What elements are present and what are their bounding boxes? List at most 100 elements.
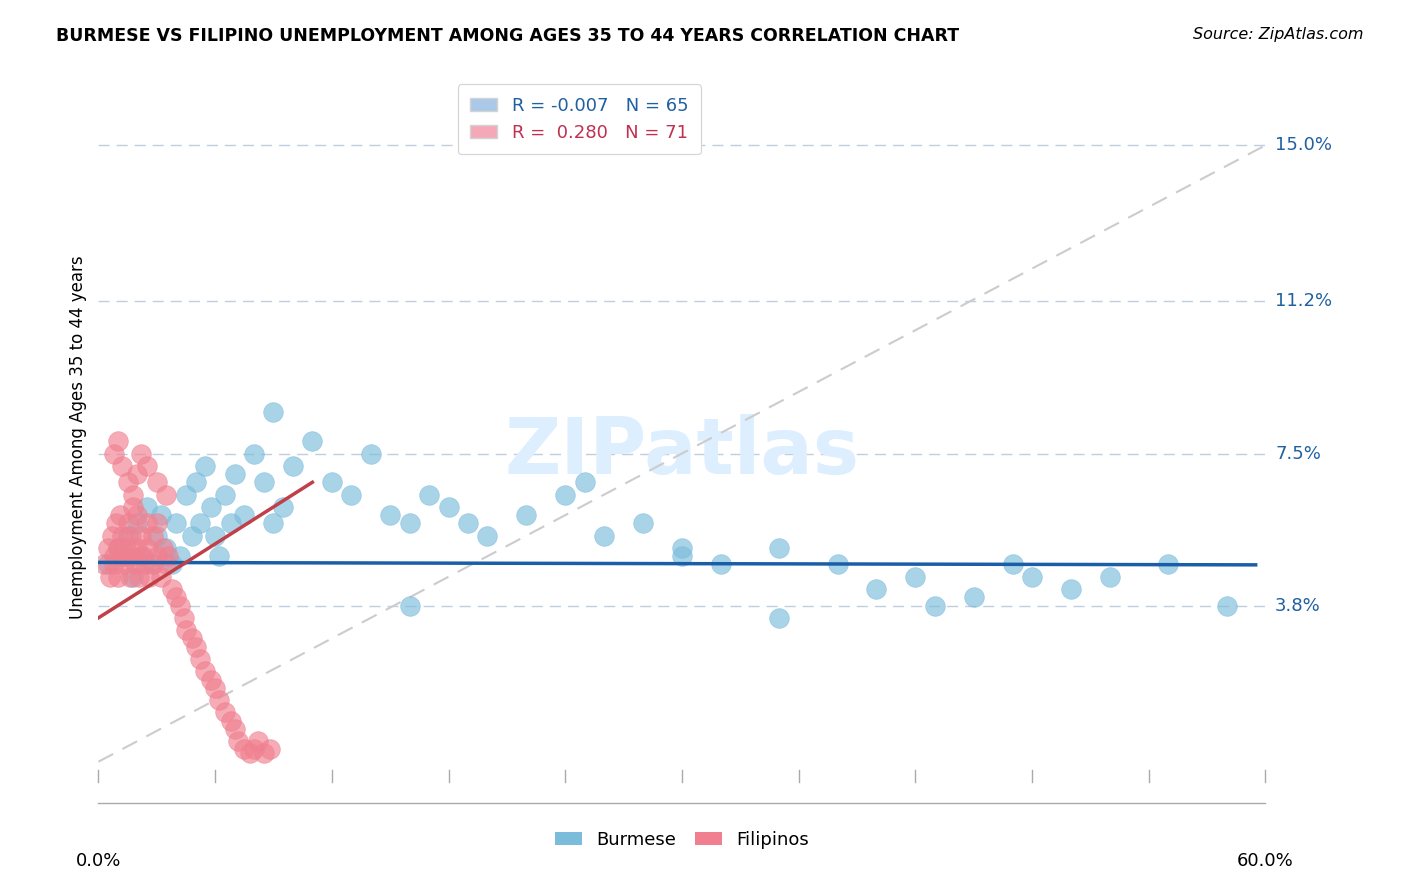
Point [103,558,125,572]
Point [214,706,236,720]
Point [188,516,211,531]
Point [180,529,202,543]
Point [114,541,136,555]
Point [128,570,150,584]
Point [107,570,129,584]
Point [124,558,146,572]
Point [281,458,304,473]
Point [574,475,596,490]
Point [107,434,129,449]
Point [418,487,440,501]
Point [111,458,134,473]
Point [200,673,222,687]
Point [174,487,197,501]
Point [188,652,211,666]
Point [136,458,159,473]
Point [155,558,177,572]
Point [924,599,946,613]
Point [262,516,284,531]
Text: ZIPatlas: ZIPatlas [505,414,859,490]
Point [129,549,152,564]
Point [671,549,693,564]
Point [962,591,984,605]
Point [146,516,169,531]
Point [340,487,363,501]
Point [127,508,149,523]
Point [184,475,207,490]
Text: Source: ZipAtlas.com: Source: ZipAtlas.com [1194,27,1364,42]
Point [134,558,156,572]
Point [97,7,120,21]
Text: 0.0%: 0.0% [76,852,121,870]
Point [233,742,256,756]
Point [97,558,120,572]
Point [138,570,160,584]
Point [321,475,343,490]
Point [224,722,246,736]
Point [111,549,134,564]
Point [103,446,125,460]
Point [219,714,242,728]
Point [98,570,121,584]
Point [97,541,120,555]
Point [768,541,790,555]
Point [194,665,217,679]
Point [224,467,246,481]
Point [146,549,169,564]
Point [243,446,266,460]
Point [122,500,145,514]
Point [631,516,654,531]
Point [865,582,887,596]
Point [827,558,849,572]
Point [200,500,222,514]
Point [173,611,195,625]
Point [155,487,177,501]
Point [121,529,143,543]
Point [118,570,141,584]
Point [101,529,124,543]
Text: 7.5%: 7.5% [1275,444,1322,463]
Point [149,570,172,584]
Point [103,549,125,564]
Point [360,446,382,460]
Point [146,475,169,490]
Point [219,516,242,531]
Point [129,529,152,543]
Point [146,529,169,543]
Point [136,500,159,514]
Point [107,541,129,555]
Point [477,529,499,543]
Point [162,558,184,572]
Point [246,734,269,748]
Point [165,591,187,605]
Point [117,529,139,543]
Point [515,508,537,523]
Text: 60.0%: 60.0% [1237,852,1294,870]
Point [136,541,159,555]
Point [132,549,155,564]
Point [152,541,174,555]
Point [111,529,134,543]
Point [142,558,165,572]
Point [142,558,165,572]
Point [169,549,191,564]
Point [380,508,402,523]
Point [169,599,191,613]
Point [253,747,276,761]
Point [214,487,236,501]
Point [112,558,135,572]
Point [122,549,145,564]
Point [593,529,616,543]
Point [1060,582,1083,596]
Point [194,458,217,473]
Text: 15.0%: 15.0% [1275,136,1331,154]
Point [233,508,256,523]
Point [129,446,152,460]
Point [155,541,177,555]
Point [127,516,149,531]
Point [671,541,693,555]
Point [457,516,479,531]
Point [111,549,134,564]
Point [239,747,262,761]
Point [398,516,420,531]
